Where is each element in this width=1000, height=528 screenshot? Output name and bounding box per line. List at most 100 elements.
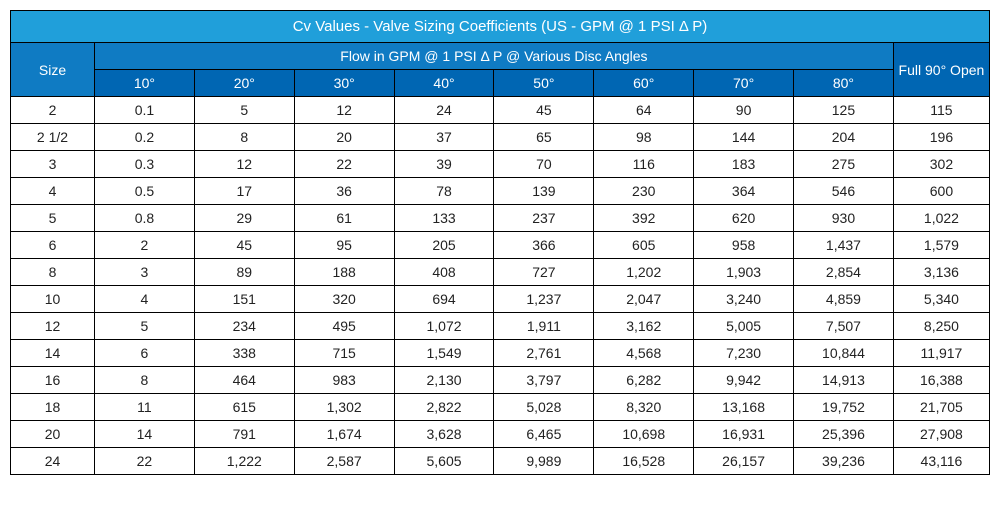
value-cell: 5 bbox=[194, 97, 294, 124]
table-row: 40.5173678139230364546600 bbox=[11, 178, 990, 205]
angle-header-0: 10° bbox=[95, 70, 195, 97]
value-cell: 408 bbox=[394, 259, 494, 286]
angle-header-7: 80° bbox=[794, 70, 894, 97]
full-open-cell: 16,388 bbox=[893, 367, 989, 394]
table-row: 83891884087271,2021,9032,8543,136 bbox=[11, 259, 990, 286]
full-open-cell: 5,340 bbox=[893, 286, 989, 313]
table-row: 18116151,3022,8225,0288,32013,16819,7522… bbox=[11, 394, 990, 421]
value-cell: 495 bbox=[294, 313, 394, 340]
value-cell: 61 bbox=[294, 205, 394, 232]
value-cell: 6,465 bbox=[494, 421, 594, 448]
full-open-cell: 8,250 bbox=[893, 313, 989, 340]
value-cell: 237 bbox=[494, 205, 594, 232]
value-cell: 151 bbox=[194, 286, 294, 313]
value-cell: 3 bbox=[95, 259, 195, 286]
value-cell: 7,230 bbox=[694, 340, 794, 367]
value-cell: 1,903 bbox=[694, 259, 794, 286]
value-cell: 183 bbox=[694, 151, 794, 178]
full-open-cell: 1,579 bbox=[893, 232, 989, 259]
value-cell: 4 bbox=[95, 286, 195, 313]
full-open-cell: 302 bbox=[893, 151, 989, 178]
value-cell: 204 bbox=[794, 124, 894, 151]
value-cell: 1,072 bbox=[394, 313, 494, 340]
value-cell: 19,752 bbox=[794, 394, 894, 421]
full-open-cell: 3,136 bbox=[893, 259, 989, 286]
full-open-cell: 115 bbox=[893, 97, 989, 124]
value-cell: 10,844 bbox=[794, 340, 894, 367]
value-cell: 983 bbox=[294, 367, 394, 394]
value-cell: 6 bbox=[95, 340, 195, 367]
value-cell: 364 bbox=[694, 178, 794, 205]
value-cell: 3,797 bbox=[494, 367, 594, 394]
angle-header-3: 40° bbox=[394, 70, 494, 97]
table-row: 20.151224456490125115 bbox=[11, 97, 990, 124]
value-cell: 1,222 bbox=[194, 448, 294, 475]
value-cell: 5,028 bbox=[494, 394, 594, 421]
value-cell: 64 bbox=[594, 97, 694, 124]
size-cell: 6 bbox=[11, 232, 95, 259]
value-cell: 615 bbox=[194, 394, 294, 421]
size-cell: 4 bbox=[11, 178, 95, 205]
value-cell: 230 bbox=[594, 178, 694, 205]
table-header: Cv Values - Valve Sizing Coefficients (U… bbox=[11, 11, 990, 97]
value-cell: 366 bbox=[494, 232, 594, 259]
value-cell: 95 bbox=[294, 232, 394, 259]
value-cell: 2 bbox=[95, 232, 195, 259]
value-cell: 12 bbox=[294, 97, 394, 124]
value-cell: 958 bbox=[694, 232, 794, 259]
angle-header-2: 30° bbox=[294, 70, 394, 97]
value-cell: 16,931 bbox=[694, 421, 794, 448]
size-cell: 12 bbox=[11, 313, 95, 340]
size-header: Size bbox=[11, 43, 95, 97]
value-cell: 5 bbox=[95, 313, 195, 340]
value-cell: 320 bbox=[294, 286, 394, 313]
value-cell: 392 bbox=[594, 205, 694, 232]
full-open-cell: 11,917 bbox=[893, 340, 989, 367]
angle-header-1: 20° bbox=[194, 70, 294, 97]
table-row: 1252344951,0721,9113,1625,0057,5078,250 bbox=[11, 313, 990, 340]
value-cell: 2,822 bbox=[394, 394, 494, 421]
value-cell: 45 bbox=[494, 97, 594, 124]
value-cell: 4,859 bbox=[794, 286, 894, 313]
value-cell: 1,302 bbox=[294, 394, 394, 421]
cv-values-table: Cv Values - Valve Sizing Coefficients (U… bbox=[10, 10, 990, 475]
value-cell: 29 bbox=[194, 205, 294, 232]
size-cell: 14 bbox=[11, 340, 95, 367]
value-cell: 930 bbox=[794, 205, 894, 232]
value-cell: 1,549 bbox=[394, 340, 494, 367]
value-cell: 14 bbox=[95, 421, 195, 448]
angle-header-row: 10°20°30°40°50°60°70°80° bbox=[11, 70, 990, 97]
value-cell: 20 bbox=[294, 124, 394, 151]
table-row: 1684649832,1303,7976,2829,94214,91316,38… bbox=[11, 367, 990, 394]
full-open-header: Full 90° Open bbox=[893, 43, 989, 97]
value-cell: 9,942 bbox=[694, 367, 794, 394]
value-cell: 8 bbox=[95, 367, 195, 394]
value-cell: 605 bbox=[594, 232, 694, 259]
value-cell: 791 bbox=[194, 421, 294, 448]
value-cell: 205 bbox=[394, 232, 494, 259]
value-cell: 36 bbox=[294, 178, 394, 205]
value-cell: 715 bbox=[294, 340, 394, 367]
value-cell: 234 bbox=[194, 313, 294, 340]
value-cell: 0.2 bbox=[95, 124, 195, 151]
value-cell: 9,989 bbox=[494, 448, 594, 475]
angle-header-6: 70° bbox=[694, 70, 794, 97]
value-cell: 1,237 bbox=[494, 286, 594, 313]
value-cell: 8,320 bbox=[594, 394, 694, 421]
value-cell: 5,005 bbox=[694, 313, 794, 340]
value-cell: 694 bbox=[394, 286, 494, 313]
table-row: 6245952053666059581,4371,579 bbox=[11, 232, 990, 259]
value-cell: 39 bbox=[394, 151, 494, 178]
value-cell: 1,911 bbox=[494, 313, 594, 340]
table-title: Cv Values - Valve Sizing Coefficients (U… bbox=[11, 11, 990, 43]
value-cell: 11 bbox=[95, 394, 195, 421]
full-open-cell: 1,022 bbox=[893, 205, 989, 232]
full-open-cell: 27,908 bbox=[893, 421, 989, 448]
value-cell: 620 bbox=[694, 205, 794, 232]
size-cell: 16 bbox=[11, 367, 95, 394]
value-cell: 0.3 bbox=[95, 151, 195, 178]
value-cell: 14,913 bbox=[794, 367, 894, 394]
value-cell: 45 bbox=[194, 232, 294, 259]
table-row: 2 1/20.2820376598144204196 bbox=[11, 124, 990, 151]
value-cell: 25,396 bbox=[794, 421, 894, 448]
